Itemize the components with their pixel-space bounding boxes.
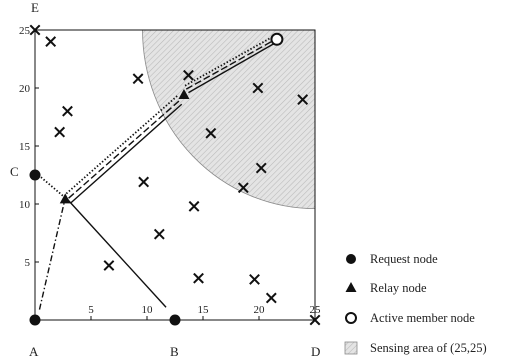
y-tick-label: 20 bbox=[19, 83, 31, 95]
sensor-nodes bbox=[29, 24, 321, 326]
y-tick-label: 15 bbox=[19, 141, 31, 153]
relay-nodes bbox=[59, 88, 190, 204]
sensor-node-cross-icon bbox=[153, 228, 165, 240]
active-member-nodes bbox=[270, 32, 284, 46]
sensing-area-region bbox=[142, 30, 315, 210]
routing-path-dashed bbox=[185, 39, 274, 90]
sensor-node-cross-icon bbox=[29, 24, 41, 36]
active-member-node-icon bbox=[345, 312, 357, 324]
y-axis-ticks: 5 10 15 20 25 bbox=[19, 25, 39, 269]
request-node bbox=[29, 314, 41, 326]
legend-item-sensing-area: Sensing area of (25,25) bbox=[344, 341, 487, 355]
sensor-node-cross-icon bbox=[103, 260, 115, 271]
relay-node-icon bbox=[345, 282, 357, 292]
legend-label-sensing-area: Sensing area of (25,25) bbox=[370, 341, 487, 355]
corner-label-d: D bbox=[311, 344, 320, 359]
x-axis-ticks: 5 10 15 20 25 bbox=[88, 304, 321, 320]
sensor-node-cross-icon bbox=[45, 36, 57, 48]
sensor-node-cross-icon bbox=[54, 126, 66, 138]
routing-path-dotted bbox=[65, 94, 179, 195]
legend-label-relay-node: Relay node bbox=[370, 281, 427, 295]
legend-label-request-node: Request node bbox=[370, 252, 438, 266]
x-tick-label: 10 bbox=[142, 304, 154, 316]
routing-path-solid bbox=[188, 43, 274, 94]
sensor-node-cross-icon bbox=[132, 73, 144, 85]
legend: Request node Relay node Active member no… bbox=[344, 252, 487, 355]
sensing-area-arc bbox=[142, 30, 315, 210]
sensor-node-cross-icon bbox=[138, 176, 150, 188]
x-tick-label: 5 bbox=[88, 304, 94, 316]
routing-path-dotted bbox=[37, 174, 64, 197]
routing-paths bbox=[37, 36, 274, 310]
routing-path-dashed bbox=[68, 99, 182, 199]
request-node bbox=[29, 169, 41, 181]
corner-label-a: A bbox=[29, 344, 39, 359]
x-tick-label: 20 bbox=[254, 304, 266, 316]
sensor-node-cross-icon bbox=[237, 182, 249, 194]
sensor-node-cross-icon bbox=[309, 314, 321, 326]
sensor-node-cross-icon bbox=[249, 273, 260, 285]
y-tick-label: 10 bbox=[19, 199, 31, 211]
legend-label-active-member-node: Active member node bbox=[370, 311, 475, 325]
x-tick-label: 15 bbox=[198, 304, 210, 316]
corner-labels: E C A B D bbox=[10, 0, 320, 359]
sensor-node-cross-icon bbox=[252, 82, 264, 94]
routing-path-solid bbox=[70, 103, 183, 204]
legend-item-active-member-node: Active member node bbox=[345, 311, 475, 325]
legend-item-relay-node: Relay node bbox=[345, 281, 427, 295]
sensor-node-cross-icon bbox=[183, 69, 194, 81]
corner-label-c: C bbox=[10, 164, 19, 179]
relay-node bbox=[178, 88, 190, 99]
sensor-node-cross-icon bbox=[255, 162, 267, 174]
request-node bbox=[169, 314, 181, 326]
relay-node bbox=[59, 193, 71, 204]
sensor-node-cross-icon bbox=[188, 200, 200, 212]
corner-label-e: E bbox=[31, 0, 39, 15]
routing-path-solid bbox=[66, 198, 167, 308]
routing-path-dashdot bbox=[38, 202, 65, 310]
corner-label-b: B bbox=[170, 344, 179, 359]
y-tick-label: 25 bbox=[19, 25, 31, 37]
sensor-node-cross-icon bbox=[205, 127, 217, 139]
request-node-icon bbox=[346, 254, 356, 264]
legend-item-request-node: Request node bbox=[346, 252, 438, 266]
request-nodes bbox=[29, 169, 181, 326]
sensor-node-cross-icon bbox=[62, 105, 73, 117]
sensor-node-cross-icon bbox=[193, 272, 204, 284]
sensor-node-cross-icon bbox=[297, 94, 309, 106]
active-member-node bbox=[270, 32, 284, 46]
sensor-node-cross-icon bbox=[265, 292, 277, 304]
sensing-area-swatch-icon bbox=[344, 341, 358, 355]
y-tick-label: 5 bbox=[25, 257, 31, 269]
